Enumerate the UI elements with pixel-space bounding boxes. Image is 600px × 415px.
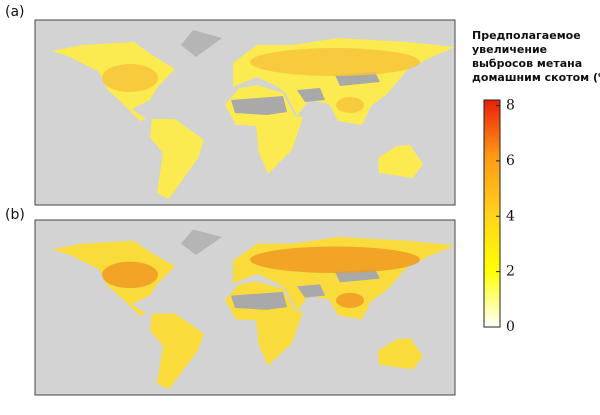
legend-title-line: увеличение (472, 43, 547, 56)
colorbar (483, 99, 501, 328)
colorbar-tick-label: 6 (506, 153, 515, 169)
panel-label: (b) (5, 207, 25, 223)
colorbar-tick-label: 2 (506, 264, 515, 280)
legend-title-line: домашним скотом (%) (472, 71, 600, 84)
colorbar-tick-label: 0 (506, 319, 515, 335)
legend-title-line: выбросов метана (472, 57, 582, 70)
legend-title-line: Предполагаемое (472, 29, 581, 42)
colorbar-tick-label: 4 (506, 208, 515, 224)
colorbar-tick-label: 8 (506, 98, 515, 114)
panel-label: (a) (5, 4, 25, 20)
